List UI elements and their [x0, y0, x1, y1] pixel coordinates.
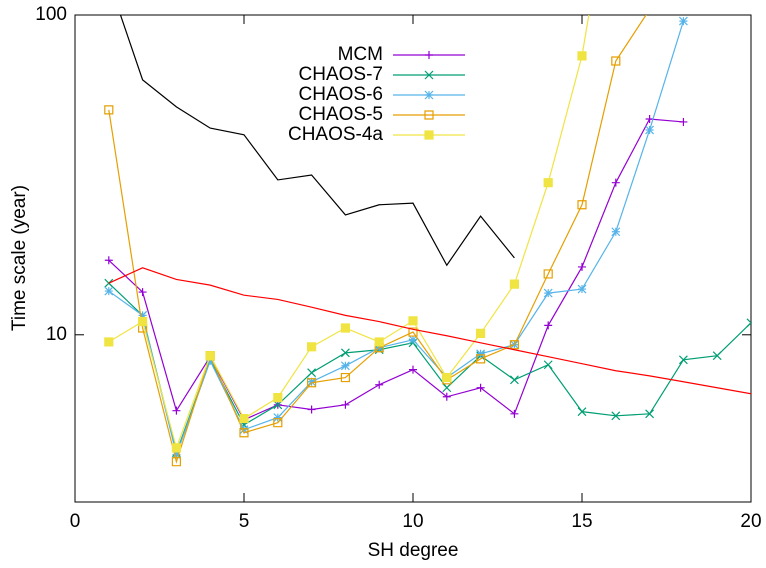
- point: [104, 337, 114, 347]
- point: [408, 335, 418, 345]
- point: [340, 348, 350, 358]
- point: [340, 372, 350, 383]
- point: [712, 351, 722, 361]
- point: [577, 200, 587, 210]
- legend-marker: [425, 51, 433, 59]
- legend-marker: [424, 110, 434, 120]
- x-tick-label: 15: [571, 511, 592, 532]
- y-axis-label: Time scale (year): [9, 185, 30, 331]
- x-tick-label: 5: [239, 511, 250, 532]
- legend-label: CHAOS-4a: [288, 124, 383, 145]
- legend-label: CHAOS-7: [299, 64, 383, 85]
- point: [577, 51, 587, 61]
- legend-label: MCM: [338, 44, 383, 65]
- point: [409, 365, 417, 374]
- point: [509, 375, 519, 385]
- point: [239, 413, 249, 424]
- point: [408, 327, 418, 337]
- x-tick-label: 0: [70, 511, 81, 532]
- point: [171, 443, 181, 453]
- point: [509, 340, 519, 350]
- point: [543, 269, 553, 279]
- point: [442, 392, 451, 401]
- point: [577, 284, 587, 294]
- point: [442, 383, 452, 393]
- point: [205, 356, 215, 366]
- series-line: [108, 20, 684, 457]
- point: [577, 407, 587, 417]
- point: [611, 56, 621, 66]
- point: [171, 450, 181, 460]
- point: [645, 114, 654, 123]
- series-line: [108, 118, 684, 421]
- point: [476, 354, 486, 364]
- point: [543, 178, 553, 188]
- plot-area: [104, 6, 751, 467]
- point: [543, 360, 553, 370]
- point: [307, 342, 317, 352]
- point: [205, 351, 215, 361]
- point: [509, 279, 519, 289]
- point: [138, 316, 148, 327]
- point: [138, 310, 148, 320]
- point: [172, 406, 181, 415]
- point: [678, 355, 688, 365]
- point: [611, 178, 620, 187]
- series-line: [108, 15, 590, 450]
- point: [171, 457, 181, 467]
- point: [442, 372, 452, 383]
- series-line: [108, 267, 751, 395]
- series-line: [119, 15, 515, 267]
- point: [476, 349, 486, 359]
- point: [104, 286, 114, 296]
- point: [746, 318, 751, 328]
- point: [138, 288, 147, 297]
- plot-frame: [74, 14, 752, 503]
- point: [543, 288, 553, 298]
- point: [646, 6, 654, 14]
- point: [307, 377, 317, 387]
- point: [678, 16, 688, 26]
- point: [544, 321, 553, 330]
- point: [645, 125, 655, 135]
- point: [645, 409, 655, 419]
- point: [307, 378, 317, 388]
- point: [273, 418, 283, 428]
- point: [611, 227, 621, 237]
- point: [307, 405, 316, 414]
- point: [510, 409, 519, 418]
- point: [239, 428, 249, 438]
- point: [476, 328, 486, 339]
- series-line: [108, 15, 647, 464]
- x-axis-label: SH degree: [368, 540, 459, 561]
- point: [341, 400, 350, 409]
- point: [679, 117, 688, 126]
- y-tick-label: 100: [35, 4, 67, 25]
- legend-marker: [424, 70, 434, 80]
- point: [375, 380, 384, 389]
- series-line: [108, 282, 751, 455]
- x-tick-label: 10: [402, 511, 423, 532]
- legend-label: CHAOS-6: [299, 84, 383, 105]
- point: [374, 337, 384, 347]
- point: [273, 413, 283, 422]
- point: [104, 105, 114, 115]
- point: [340, 361, 350, 371]
- legend-marker: [424, 130, 434, 140]
- point: [476, 383, 485, 392]
- point: [611, 411, 621, 421]
- y-tick-label: 10: [46, 324, 67, 345]
- x-tick-label: 20: [740, 511, 761, 532]
- point: [239, 425, 249, 435]
- point: [307, 368, 317, 378]
- legend-label: CHAOS-5: [299, 104, 383, 125]
- point: [578, 262, 586, 271]
- legend-marker: [424, 90, 434, 100]
- point: [340, 323, 350, 333]
- point: [273, 393, 283, 403]
- point: [104, 256, 113, 265]
- point: [408, 316, 418, 326]
